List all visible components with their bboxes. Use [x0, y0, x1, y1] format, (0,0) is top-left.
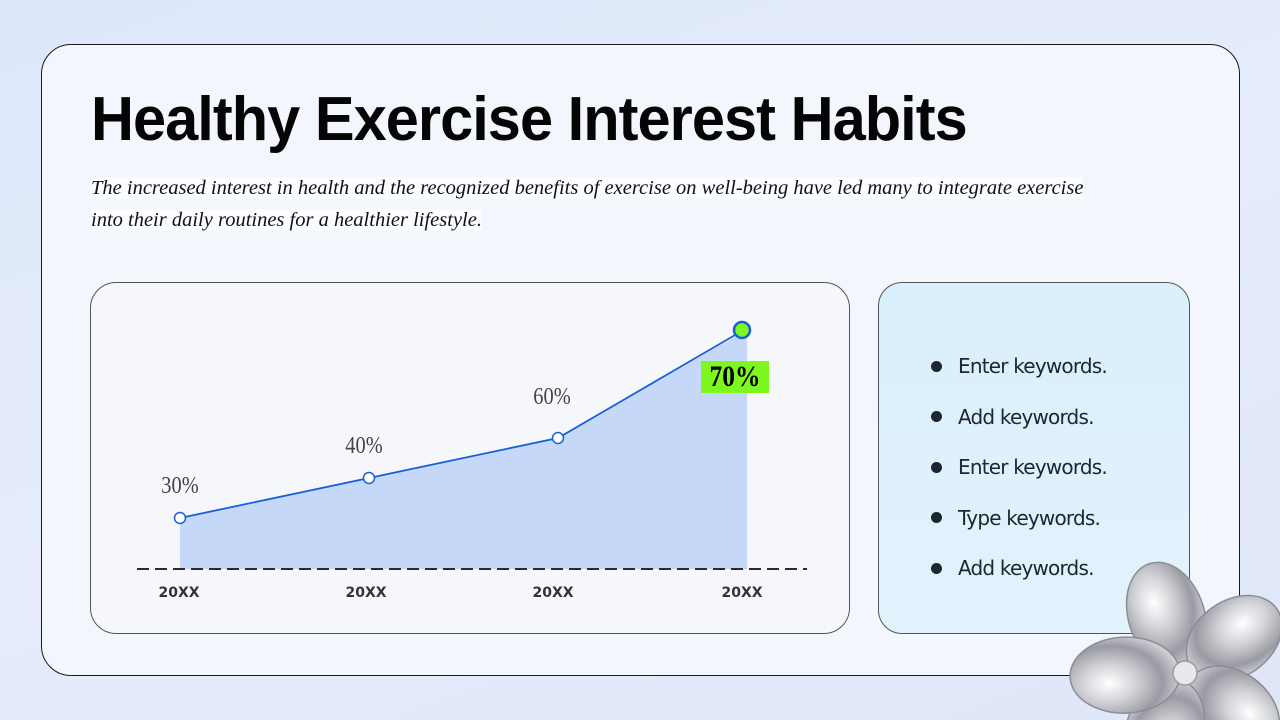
value-label-highlight: 70%	[701, 361, 769, 393]
area-fill	[180, 330, 747, 569]
list-item: Add keywords.	[931, 392, 1107, 443]
bullet-icon	[931, 360, 942, 372]
bullet-icon	[931, 411, 942, 423]
list-item-text: Add keywords.	[958, 404, 1094, 429]
bullet-icon	[931, 512, 942, 524]
value-label: 60%	[533, 384, 571, 410]
x-axis-label: 20XX	[158, 585, 200, 601]
list-item-text: Enter keywords.	[958, 455, 1108, 480]
x-axis-label: 20XX	[532, 585, 574, 601]
list-item: Enter keywords.	[931, 442, 1108, 493]
chart-line	[179, 330, 743, 519]
list-item: Add keywords.	[931, 543, 1107, 594]
list-item-text: Add keywords.	[958, 556, 1094, 581]
slide-title: Healthy Exercise Interest Habits	[91, 85, 968, 154]
list-item: Type keywords.	[931, 493, 1107, 544]
bullet-icon	[931, 461, 942, 473]
list-item: Enter keywords.	[931, 341, 1108, 392]
data-point-highlight	[732, 320, 752, 340]
value-label: 30%	[161, 473, 199, 499]
area-chart	[137, 320, 807, 570]
keywords-list: Enter keywords. Add keywords. Enter keyw…	[931, 341, 1108, 594]
value-label: 40%	[345, 433, 383, 459]
slide-subtitle: The increased interest in health and the…	[91, 172, 1111, 236]
list-item-text: Enter keywords.	[958, 354, 1108, 379]
data-point	[173, 511, 187, 525]
subtitle-text: The increased interest in health and the…	[91, 177, 1084, 231]
x-axis-label: 20XX	[721, 585, 763, 601]
chart-panel: 30% 40% 60% 70% 20XX 20XX 20XX 20XX	[90, 282, 850, 634]
data-point	[551, 431, 565, 445]
x-axis-label: 20XX	[345, 585, 387, 601]
data-point	[362, 471, 376, 485]
bullet-icon	[931, 562, 942, 574]
chrome-flower-icon	[1069, 561, 1280, 720]
list-item-text: Type keywords.	[958, 505, 1101, 530]
